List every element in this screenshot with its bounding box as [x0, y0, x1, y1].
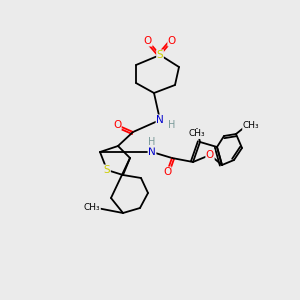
Text: H: H [168, 120, 176, 130]
Text: CH₃: CH₃ [243, 122, 259, 130]
Text: S: S [157, 50, 163, 60]
Text: O: O [113, 120, 121, 130]
Text: N: N [156, 115, 164, 125]
Text: O: O [168, 36, 176, 46]
Text: O: O [163, 167, 171, 177]
Text: O: O [144, 36, 152, 46]
Text: H: H [148, 137, 156, 147]
Text: O: O [206, 150, 214, 160]
Text: S: S [104, 165, 110, 175]
Text: N: N [148, 147, 156, 157]
Text: CH₃: CH₃ [84, 203, 100, 212]
Text: CH₃: CH₃ [189, 130, 205, 139]
